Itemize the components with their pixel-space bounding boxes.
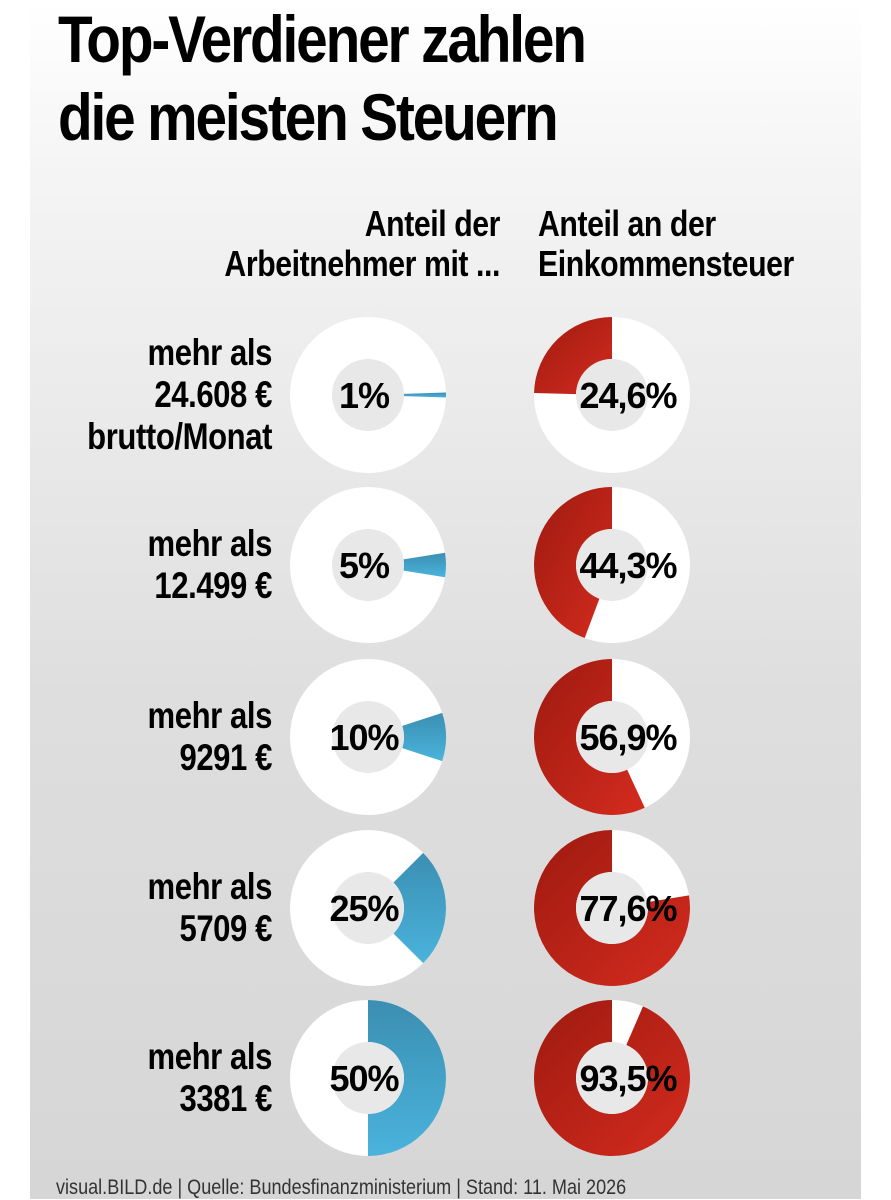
workers-value-label-5: 50% — [329, 1058, 399, 1099]
workers-slice-2 — [403, 552, 447, 578]
tax-value-label-3: 56,9% — [579, 717, 677, 758]
source-footer: visual.BILD.de | Quelle: Bundesfinanzmin… — [56, 1176, 627, 1199]
row-label-5-line-2: 3381 € — [179, 1078, 272, 1119]
tax-donut-hole-4 — [576, 872, 648, 944]
row-label-1-line-1: mehr als — [147, 332, 273, 373]
tax-value-label-4: 77,6% — [579, 888, 677, 929]
workers-donut-hole-5 — [332, 1042, 404, 1114]
title-line-2: die meisten Steuern — [58, 80, 559, 154]
row-label-1: mehr als 24.608 € brutto/Monat — [77, 332, 272, 458]
workers-donut-hole-1 — [332, 359, 404, 431]
chart-title: Top-Verdiener zahlen die meisten Steuern — [58, 0, 746, 156]
column-header-workers-line-2: Arbeitnehmer mit ... — [224, 243, 500, 284]
row-label-2: mehr als 12.499 € — [77, 523, 273, 607]
workers-donut-hole-2 — [332, 529, 404, 601]
right-margin-strip — [861, 0, 891, 1199]
workers-slice-3 — [402, 712, 446, 762]
row-label-5-line-1: mehr als — [147, 1036, 273, 1077]
workers-donut-hole-3 — [332, 701, 404, 773]
workers-slice-4 — [393, 852, 446, 964]
row-label-2-line-1: mehr als — [147, 523, 273, 564]
workers-slice-5 — [368, 1000, 446, 1156]
row-label-1-line-3: brutto/Monat — [87, 416, 272, 457]
row-label-3-line-1: mehr als — [147, 695, 273, 736]
left-margin-strip — [0, 0, 30, 1199]
workers-value-label-1: 1% — [339, 375, 390, 416]
row-label-4: mehr als 5709 € — [77, 866, 273, 950]
tax-value-label-2: 44,3% — [579, 545, 677, 586]
row-label-4-line-1: mehr als — [147, 866, 273, 907]
tax-donut-hole-5 — [576, 1042, 648, 1114]
tax-slice-5 — [533, 1000, 690, 1156]
tax-donut-hole-1 — [576, 359, 648, 431]
column-header-workers: Anteil der Arbeitnehmer mit ... — [147, 204, 500, 284]
title-line-1: Top-Verdiener zahlen — [58, 2, 587, 76]
tax-slice-1 — [534, 317, 612, 395]
row-label-3-line-2: 9291 € — [179, 737, 272, 778]
tax-slice-4 — [534, 830, 690, 986]
workers-value-label-3: 10% — [329, 717, 399, 758]
row-label-1-line-2: 24.608 € — [154, 374, 272, 415]
tax-donut-hole-3 — [576, 701, 648, 773]
tax-slice-3 — [534, 659, 645, 815]
workers-value-label-4: 25% — [329, 888, 399, 929]
workers-donut-hole-4 — [332, 872, 404, 944]
row-label-4-line-2: 5709 € — [179, 908, 272, 949]
row-label-2-line-2: 12.499 € — [154, 565, 272, 606]
column-header-tax: Anteil an der Einkommensteuer — [538, 204, 840, 284]
column-header-tax-line-2: Einkommensteuer — [538, 243, 794, 284]
tax-value-label-1: 24,6% — [579, 375, 677, 416]
tax-donut-hole-2 — [576, 529, 648, 601]
workers-value-label-2: 5% — [339, 545, 390, 586]
column-header-workers-line-1: Anteil der — [364, 203, 501, 244]
column-header-tax-line-1: Anteil an der — [538, 203, 716, 244]
workers-slice-1 — [403, 392, 446, 398]
row-label-3: mehr als 9291 € — [77, 695, 273, 779]
tax-slice-2 — [534, 487, 612, 639]
tax-value-label-5: 93,5% — [579, 1058, 677, 1099]
row-label-5: mehr als 3381 € — [77, 1036, 273, 1120]
